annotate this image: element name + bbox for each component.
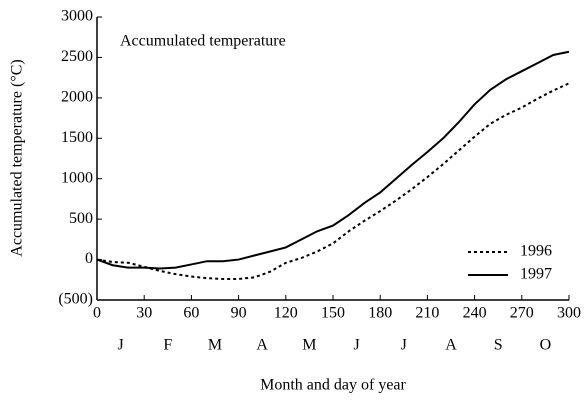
month-label: J <box>353 337 359 354</box>
y-tick-label: (500) <box>58 291 93 308</box>
y-tick-label: 2500 <box>61 48 93 65</box>
x-tick-label: 30 <box>136 305 152 322</box>
x-tick-label: 150 <box>321 305 345 322</box>
series-line <box>96 50 570 270</box>
x-tick-label: 120 <box>274 305 298 322</box>
month-label: A <box>256 337 268 354</box>
chart-title: Accumulated temperature <box>120 33 286 50</box>
month-label: J <box>117 337 123 354</box>
y-tick-label: 2000 <box>61 89 93 106</box>
x-tick-label: 270 <box>510 305 534 322</box>
month-label: M <box>208 337 222 354</box>
month-label: M <box>302 337 316 354</box>
series-line <box>96 82 570 280</box>
x-tick-label: 0 <box>93 305 101 322</box>
y-tick-label: 0 <box>85 250 93 267</box>
y-tick-label: 500 <box>69 210 93 227</box>
y-axis-label: Accumulated temperature (°C) <box>9 59 26 256</box>
month-label: S <box>494 337 503 354</box>
y-tick-label: 1000 <box>61 169 93 186</box>
month-label: J <box>401 337 407 354</box>
legend-label: 1996 <box>520 243 552 260</box>
month-label: F <box>163 337 172 354</box>
month-label: A <box>445 337 457 354</box>
x-tick-label: 300 <box>557 305 581 322</box>
x-axis-label: Month and day of year <box>260 377 406 394</box>
x-tick-label: 210 <box>415 305 439 322</box>
x-tick-label: 180 <box>368 305 392 322</box>
y-tick-label: 3000 <box>61 8 93 25</box>
x-tick-label: 240 <box>463 305 487 322</box>
y-tick-label: 1500 <box>61 129 93 146</box>
month-label: O <box>540 337 552 354</box>
legend-label: 1997 <box>520 266 552 283</box>
x-tick-label: 60 <box>183 305 199 322</box>
x-tick-label: 90 <box>231 305 247 322</box>
